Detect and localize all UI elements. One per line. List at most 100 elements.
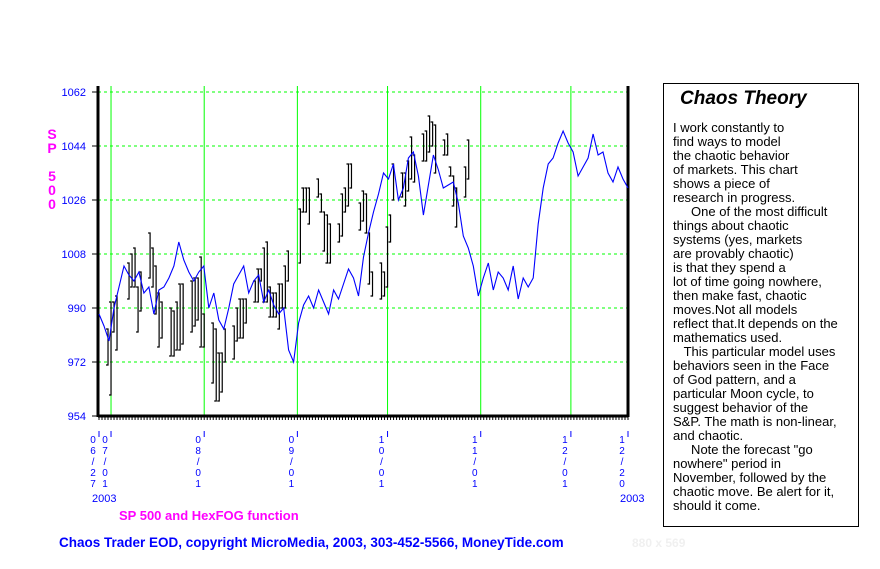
panel-line: then make fast, chaotic <box>673 288 807 303</box>
panel-line: find ways to model <box>673 134 781 149</box>
chaos-theory-panel: Chaos Theory I work constantly to find wa… <box>663 83 859 527</box>
price-bar <box>112 301 115 333</box>
y-tick-label: 954 <box>68 411 86 423</box>
x-tick-label: 0 <box>289 435 295 446</box>
price-bar <box>196 277 199 321</box>
x-year-start: 2003 <box>92 493 117 505</box>
price-bar <box>322 211 326 252</box>
price-bar <box>238 298 241 339</box>
y-axis-label-letter <box>44 155 60 169</box>
price-bar <box>169 307 172 357</box>
price-bar <box>130 253 133 288</box>
price-bar <box>178 283 181 351</box>
panel-line: behaviors seen in the Face <box>673 358 830 373</box>
price-bar <box>106 328 109 366</box>
price-bar <box>139 271 142 312</box>
price-bar <box>280 283 283 309</box>
x-tick-label: 0 <box>195 468 201 479</box>
x-tick-label: 1 <box>379 435 385 446</box>
y-tick-label: 990 <box>68 303 86 315</box>
price-bar <box>175 301 178 351</box>
panel-line: lot of time going nowhere, <box>673 274 822 289</box>
x-tick-label: 1 <box>472 479 478 490</box>
price-bar <box>217 352 220 402</box>
panel-line: I work constantly to <box>673 120 785 135</box>
x-tick-label: 0 <box>379 446 385 457</box>
price-bar <box>199 256 202 348</box>
x-tick-label: 7 <box>102 446 108 457</box>
y-axis-label-letter: 5 <box>48 168 56 184</box>
x-tick-label: 0 <box>289 468 295 479</box>
price-bar <box>412 154 416 183</box>
price-bar <box>424 130 428 162</box>
y-tick-label: 1008 <box>62 249 86 261</box>
x-year-end: 2003 <box>620 493 645 505</box>
price-bar <box>409 136 413 180</box>
price-bar <box>223 328 226 363</box>
price-bar <box>136 286 139 333</box>
x-tick-label: 0 <box>102 435 108 446</box>
price-bar <box>367 232 371 285</box>
price-bar <box>391 163 395 201</box>
panel-line: of God pattern, and a <box>673 372 796 387</box>
price-bar <box>433 124 437 174</box>
y-tick-label: 1044 <box>62 141 86 153</box>
price-bar <box>274 292 277 318</box>
y-tick-label: 972 <box>68 357 86 369</box>
x-tick-label: 2 <box>619 446 625 457</box>
price-bar <box>421 133 425 162</box>
price-bar <box>346 163 350 207</box>
panel-line: is that they spend a <box>673 260 786 275</box>
x-tick-label: 8 <box>195 446 201 457</box>
price-bar <box>202 313 205 348</box>
price-bar <box>133 247 136 288</box>
price-bar <box>340 193 344 237</box>
price-bar <box>154 265 157 315</box>
panel-line: nowhere" period in <box>673 456 781 471</box>
price-bar <box>304 187 307 213</box>
x-tick-label: 1 <box>102 479 108 490</box>
price-bar <box>448 166 452 177</box>
panel-line: mathematics used. <box>673 330 783 345</box>
price-bar <box>265 241 268 303</box>
y-axis-label-letter: 0 <box>48 196 56 212</box>
panel-line: chaotic move. Be alert for it, <box>673 484 835 499</box>
x-tick-label: 1 <box>619 435 625 446</box>
panel-line: and chaotic. <box>673 428 744 443</box>
panel-line: suggest behavior of the <box>673 400 809 415</box>
price-bar <box>343 187 347 213</box>
panel-line: November, followed by the <box>673 470 827 485</box>
x-tick-label: 9 <box>289 446 295 457</box>
panel-line: are provably chaotic) <box>673 246 794 261</box>
price-bar <box>463 166 467 198</box>
x-tick-label: 1 <box>562 435 568 446</box>
y-tick-label: 1062 <box>62 87 86 99</box>
price-bar <box>244 298 247 324</box>
price-bar <box>235 307 238 342</box>
price-bar <box>454 187 458 228</box>
panel-line: should it come. <box>673 498 761 513</box>
x-tick-label: / <box>380 457 383 468</box>
y-axis-label-letter: 0 <box>48 182 56 198</box>
price-bar <box>382 271 386 297</box>
panel-line: moves.Not all models <box>673 302 798 317</box>
x-tick-label: 1 <box>379 479 385 490</box>
chart-legend: SP 500 and HexFOG function <box>119 508 299 523</box>
x-tick-label: 0 <box>619 479 625 490</box>
x-tick-label: / <box>621 457 624 468</box>
price-bar <box>220 352 223 393</box>
price-bar <box>115 295 118 351</box>
price-bar <box>256 268 259 303</box>
panel-line: of markets. This chart <box>673 162 798 177</box>
price-bar <box>298 208 301 264</box>
x-tick-label: 2 <box>562 446 568 457</box>
panel-line: shows a piece of <box>673 176 770 191</box>
x-tick-label: 2 <box>619 468 625 479</box>
price-bar <box>301 187 304 213</box>
price-bar <box>181 283 184 345</box>
hexfog-line <box>98 129 629 365</box>
price-bar <box>190 280 193 333</box>
price-bar <box>466 139 470 180</box>
